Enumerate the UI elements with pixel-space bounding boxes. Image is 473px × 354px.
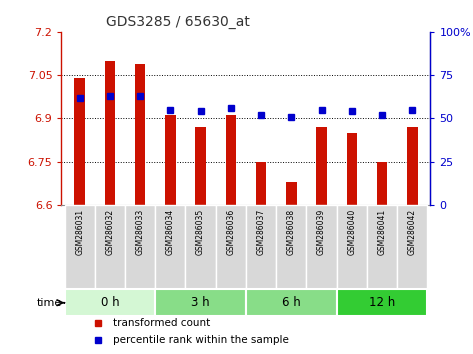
Text: GSM286036: GSM286036	[227, 209, 236, 255]
Text: GSM286033: GSM286033	[136, 209, 145, 255]
FancyBboxPatch shape	[246, 205, 276, 289]
Text: GSM286037: GSM286037	[256, 209, 265, 255]
Bar	[377, 161, 387, 205]
FancyBboxPatch shape	[397, 205, 428, 289]
Bar	[286, 182, 297, 205]
Bar	[347, 133, 357, 205]
Text: transformed count: transformed count	[113, 318, 210, 328]
Bar	[135, 64, 145, 205]
Bar	[195, 127, 206, 205]
Text: GSM286031: GSM286031	[75, 209, 84, 255]
Text: GSM286035: GSM286035	[196, 209, 205, 255]
Text: GSM286038: GSM286038	[287, 209, 296, 255]
FancyBboxPatch shape	[307, 205, 337, 289]
FancyBboxPatch shape	[125, 205, 155, 289]
Text: GSM286034: GSM286034	[166, 209, 175, 255]
FancyBboxPatch shape	[95, 205, 125, 289]
Text: GDS3285 / 65630_at: GDS3285 / 65630_at	[106, 16, 250, 29]
Text: GSM286032: GSM286032	[105, 209, 114, 255]
Bar	[407, 127, 418, 205]
Text: 6 h: 6 h	[282, 296, 301, 309]
Bar	[316, 127, 327, 205]
FancyBboxPatch shape	[185, 205, 216, 289]
Text: time: time	[36, 298, 61, 308]
Text: GSM286039: GSM286039	[317, 209, 326, 255]
FancyBboxPatch shape	[337, 205, 367, 289]
Bar	[165, 115, 175, 205]
FancyBboxPatch shape	[64, 205, 95, 289]
Text: 12 h: 12 h	[369, 296, 395, 309]
FancyBboxPatch shape	[216, 205, 246, 289]
Text: 0 h: 0 h	[101, 296, 119, 309]
Text: 3 h: 3 h	[191, 296, 210, 309]
Text: percentile rank within the sample: percentile rank within the sample	[113, 335, 289, 345]
Bar	[256, 161, 266, 205]
Bar	[74, 78, 85, 205]
Bar	[226, 115, 236, 205]
Text: GSM286040: GSM286040	[347, 209, 356, 255]
Bar	[105, 61, 115, 205]
FancyBboxPatch shape	[155, 205, 185, 289]
Text: GSM286042: GSM286042	[408, 209, 417, 255]
FancyBboxPatch shape	[367, 205, 397, 289]
FancyBboxPatch shape	[155, 289, 246, 316]
FancyBboxPatch shape	[246, 289, 337, 316]
FancyBboxPatch shape	[64, 289, 155, 316]
FancyBboxPatch shape	[337, 289, 428, 316]
Text: GSM286041: GSM286041	[377, 209, 386, 255]
FancyBboxPatch shape	[276, 205, 307, 289]
